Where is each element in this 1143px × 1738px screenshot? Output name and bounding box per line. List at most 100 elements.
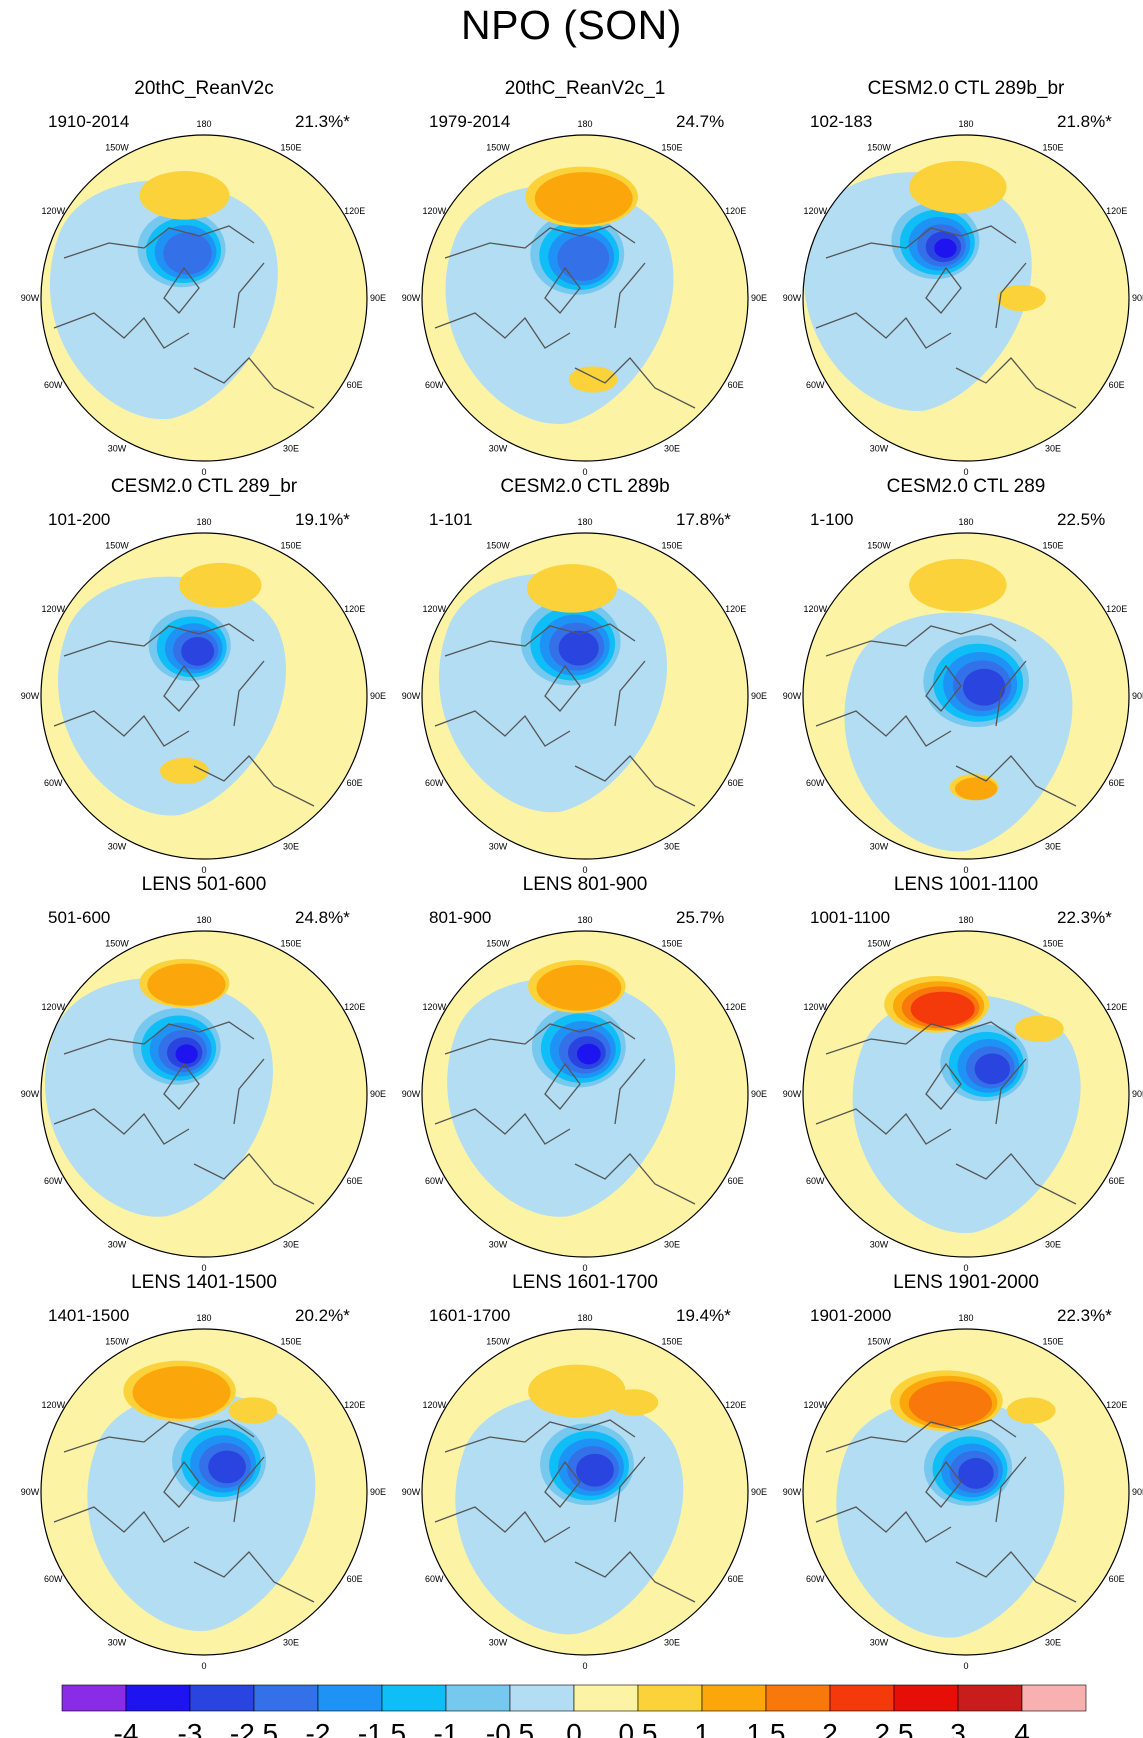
longitude-label: 120W [804, 1400, 828, 1410]
colorbar-tick-label: 1 [694, 1718, 710, 1738]
map-panel: 180 150E 120E 90E 60E 30E 0 30W 60W 90W 120W 150W LE… [14, 1272, 394, 1672]
longitude-label: 180 [958, 915, 973, 925]
longitude-label: 90W [21, 1089, 40, 1099]
longitude-label: 90E [370, 1487, 386, 1497]
polar-map: 180 150E 120E 90E 60E 30E 0 30W 60W 90W 120W 150W [21, 1313, 386, 1671]
longitude-label: 150E [280, 938, 301, 948]
coastline [53, 1021, 315, 1205]
colorbar-tick-label: 0 [566, 1718, 582, 1738]
longitude-label: 120W [42, 206, 66, 216]
explained-variance: 19.4%* [676, 1306, 731, 1325]
longitude-label: 150E [280, 142, 301, 152]
colorbar-swatch [1021, 1684, 1087, 1712]
polar-map: 180 150E 120E 90E 60E 30E 0 30W 60W 90W 120W 150W [783, 915, 1143, 1273]
longitude-label: 120W [42, 1002, 66, 1012]
panel-title: 20thC_ReanV2c [134, 78, 274, 99]
low-center-contour [934, 238, 957, 259]
longitude-label: 60W [425, 1176, 444, 1186]
longitude-label: 120W [42, 1400, 66, 1410]
map-panel: 180 150E 120E 90E 60E 30E 0 30W 60W 90W 120W 150W 20… [14, 78, 394, 478]
map-panel: 180 150E 120E 90E 60E 30E 0 30W 60W 90W 120W 150W LE… [395, 874, 775, 1274]
period-label: 501-600 [48, 908, 111, 927]
longitude-label: 180 [577, 517, 592, 527]
colorbar-tick-label: -2.5 [230, 1718, 278, 1738]
longitude-label: 120W [804, 206, 828, 216]
map-boundary [40, 930, 368, 1258]
longitude-label: 60W [44, 778, 63, 788]
longitude-label: 0 [963, 865, 968, 875]
coastline [815, 1021, 1077, 1205]
low-center-contour [557, 235, 610, 281]
longitude-label: 60E [1109, 380, 1125, 390]
longitude-label: 30E [1045, 842, 1061, 852]
longitude-label: 150W [105, 1336, 129, 1346]
longitude-label: 90W [21, 293, 40, 303]
polar-map: 180 150E 120E 90E 60E 30E 0 30W 60W 90W 120W 150W [402, 1313, 767, 1671]
map-panel: 180 150E 120E 90E 60E 30E 0 30W 60W 90W 120W 150W 20… [395, 78, 775, 478]
longitude-label: 150W [867, 540, 891, 550]
explained-variance: 22.3%* [1057, 908, 1112, 927]
colorbar-swatch [125, 1684, 191, 1712]
longitude-label: 150W [867, 1336, 891, 1346]
high-center-contour [909, 160, 1007, 214]
longitude-label: 120W [423, 1002, 447, 1012]
panel-title: CESM2.0 CTL 289b_br [867, 78, 1065, 99]
period-label: 1001-1100 [810, 908, 891, 927]
longitude-label: 60W [806, 1176, 825, 1186]
polar-map: 180 150E 120E 90E 60E 30E 0 30W 60W 90W 120W 150W [783, 517, 1143, 875]
longitude-label: 150E [661, 938, 682, 948]
longitude-label: 150W [867, 142, 891, 152]
period-label: 1979-2014 [429, 112, 511, 131]
map-boundary [421, 532, 749, 860]
coastline [434, 623, 696, 807]
longitude-label: 60E [728, 1176, 744, 1186]
longitude-label: 180 [577, 915, 592, 925]
longitude-label: 30E [664, 842, 680, 852]
longitude-label: 90W [402, 691, 421, 701]
map-boundary [421, 930, 749, 1258]
longitude-label: 30E [283, 1638, 299, 1648]
longitude-label: 30W [108, 444, 127, 454]
longitude-label: 30W [870, 842, 889, 852]
longitude-label: 180 [196, 1313, 211, 1323]
explained-variance: 20.2%* [295, 1306, 350, 1325]
map-boundary [421, 134, 749, 462]
colorbar-swatch [893, 1684, 959, 1712]
explained-variance: 17.8%* [676, 510, 731, 529]
high-center-contour [179, 562, 262, 608]
longitude-label: 60W [44, 1574, 63, 1584]
colorbar-swatch [253, 1684, 319, 1712]
longitude-label: 60W [44, 380, 63, 390]
secondary-high-contour [997, 284, 1046, 312]
low-center-contour [181, 636, 215, 666]
longitude-label: 150W [486, 938, 510, 948]
longitude-label: 0 [582, 1263, 587, 1273]
longitude-label: 180 [958, 517, 973, 527]
coastline [53, 225, 315, 409]
colorbar-swatch [189, 1684, 255, 1712]
longitude-label: 180 [958, 1313, 973, 1323]
longitude-label: 150W [486, 142, 510, 152]
longitude-label: 30E [1045, 444, 1061, 454]
longitude-label: 120W [804, 604, 828, 614]
longitude-label: 150E [661, 142, 682, 152]
high-center-contour [534, 172, 633, 225]
secondary-high-contour [954, 777, 998, 801]
longitude-label: 60E [347, 778, 363, 788]
period-label: 1-101 [429, 510, 473, 529]
longitude-label: 60W [425, 380, 444, 390]
panel-title: LENS 1601-1700 [512, 1272, 658, 1293]
longitude-label: 60E [347, 1176, 363, 1186]
coastline [815, 225, 1077, 409]
map-boundary [421, 1328, 749, 1656]
longitude-label: 150W [486, 1336, 510, 1346]
coastline [53, 623, 315, 807]
longitude-label: 0 [201, 1661, 206, 1671]
map-boundary [40, 134, 368, 462]
longitude-label: 30W [108, 1638, 127, 1648]
colorbar-swatch [381, 1684, 447, 1712]
longitude-label: 120E [344, 1002, 365, 1012]
map-boundary [802, 532, 1130, 860]
polar-map: 180 150E 120E 90E 60E 30E 0 30W 60W 90W 120W 150W [21, 517, 386, 875]
high-center-contour [528, 1364, 626, 1418]
